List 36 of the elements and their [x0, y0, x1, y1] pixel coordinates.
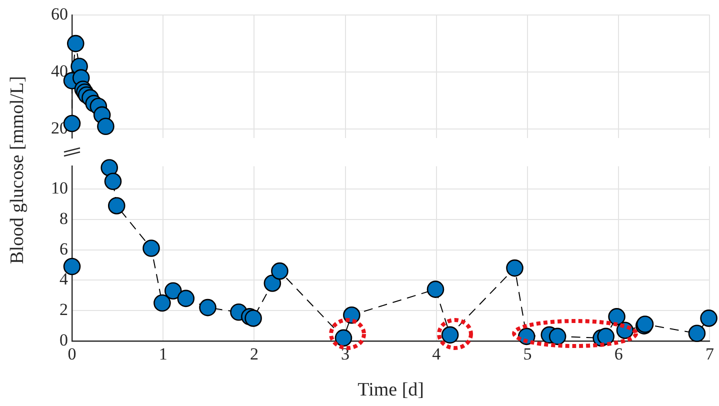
point: [426, 280, 444, 298]
y-tick-label: 10: [51, 178, 68, 198]
x-tick-label: 6: [614, 344, 623, 364]
point: [154, 294, 171, 312]
point: [244, 310, 262, 327]
x-tick-label: 4: [432, 344, 442, 364]
x-tick-label: 5: [523, 344, 532, 364]
point: [97, 118, 114, 136]
x-tick-label: 1: [158, 344, 168, 364]
point: [700, 310, 718, 327]
y-tick-label: 0: [60, 330, 68, 350]
y-tick-label: 6: [60, 239, 68, 258]
point: [104, 172, 122, 190]
x-tick-label: 7: [705, 344, 714, 364]
point: [506, 259, 524, 277]
point: [597, 328, 614, 346]
point: [608, 308, 626, 326]
y-tick-label: 60: [51, 4, 68, 24]
y-tick-label: 8: [60, 208, 68, 228]
point: [264, 274, 282, 292]
point: [164, 282, 182, 300]
x-tick-label: 2: [250, 344, 258, 364]
point: [142, 240, 160, 257]
point: [66, 34, 84, 52]
y-axis-title: Blood glucose [mmol/L]: [7, 76, 29, 264]
y-tick-label: 2: [60, 300, 68, 320]
point: [271, 262, 288, 280]
point: [100, 159, 118, 176]
point: [548, 328, 566, 346]
y-tick-label: 4: [60, 270, 68, 289]
point: [177, 290, 195, 308]
point: [688, 324, 706, 342]
x-axis-title: Time [d]: [358, 380, 424, 401]
point: [199, 298, 216, 316]
point: [108, 197, 126, 214]
y-tick-label: 40: [51, 62, 68, 81]
